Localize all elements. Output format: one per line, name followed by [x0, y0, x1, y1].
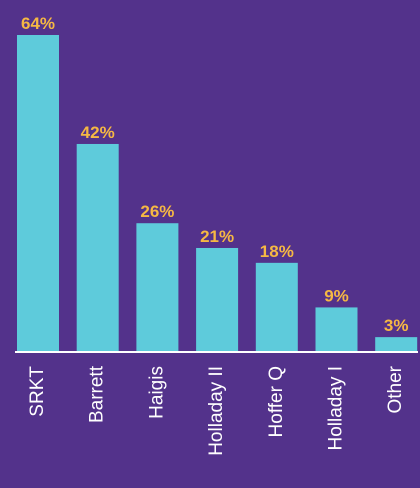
category-label: Haigis — [146, 366, 167, 419]
category-label: Other — [385, 365, 406, 413]
value-label: 64% — [21, 14, 55, 33]
bar — [17, 35, 59, 352]
value-label: 18% — [260, 242, 294, 261]
category-label: Hoffer Q — [266, 366, 287, 437]
bar — [136, 223, 179, 352]
category-label: Barrett — [87, 365, 108, 423]
category-label: Holladay II — [206, 366, 227, 456]
value-label: 42% — [81, 123, 115, 142]
bar — [375, 337, 418, 352]
bar — [315, 307, 358, 352]
value-label: 9% — [324, 286, 349, 305]
bar — [196, 247, 239, 352]
bar — [255, 262, 298, 352]
bar — [76, 143, 119, 352]
value-label: 3% — [384, 316, 409, 335]
value-label: 21% — [200, 227, 234, 246]
category-label: SRKT — [27, 366, 48, 417]
value-label: 26% — [140, 202, 174, 221]
category-label: Holladay I — [326, 366, 347, 451]
